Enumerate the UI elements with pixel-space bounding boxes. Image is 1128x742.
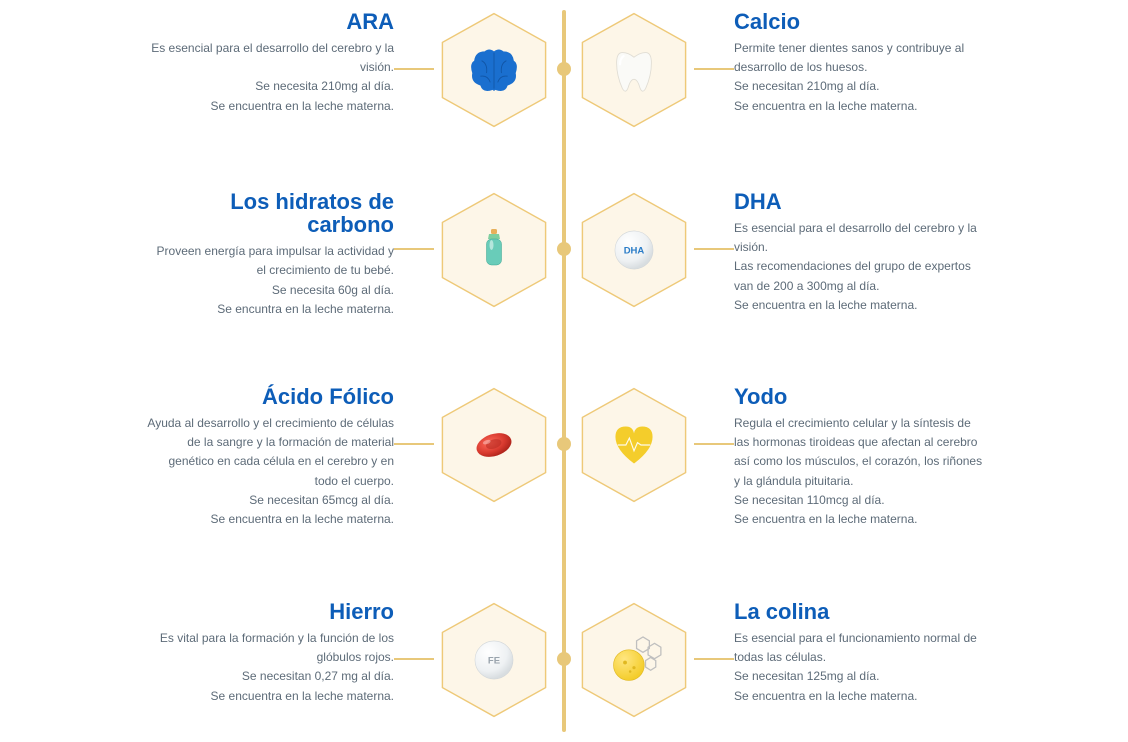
- hex-badge: DHA: [574, 190, 694, 310]
- nutrient-title: La colina: [734, 600, 984, 623]
- connector-line: [694, 68, 734, 70]
- fe-sphere-icon: FE: [459, 625, 529, 695]
- row-right: DHA DHA Es esencial para el desarrollo de…: [564, 190, 1128, 315]
- connector-line: [394, 68, 434, 70]
- nutrient-title: Los hidratos de carbono: [144, 190, 394, 236]
- blood-cell-icon: [459, 410, 529, 480]
- nutrient-desc: Es esencial para el funcionamiento norma…: [734, 629, 984, 706]
- heart-icon: [599, 410, 669, 480]
- row-right: Calcio Permite tener dientes sanos y cont…: [564, 10, 1128, 130]
- nutrient-desc: Es vital para la formación y la función …: [144, 629, 394, 706]
- row-left: Hierro Es vital para la formación y la fu…: [0, 600, 564, 720]
- molecule-icon: [599, 625, 669, 695]
- connector-line: [394, 248, 434, 250]
- nutrient-text: Hierro Es vital para la formación y la fu…: [144, 600, 394, 706]
- timeline-dot: [557, 242, 571, 256]
- nutrient-desc: Es esencial para el desarrollo del cereb…: [734, 219, 984, 315]
- connector-line: [694, 248, 734, 250]
- hex-badge: [574, 10, 694, 130]
- nutrient-desc: Permite tener dientes sanos y contribuye…: [734, 39, 984, 116]
- nutrient-text: Ácido Fólico Ayuda al desarrollo y el cre…: [144, 385, 394, 529]
- row-right: Yodo Regula el crecimiento celular y la s…: [564, 385, 1128, 529]
- nutrient-text: Los hidratos de carbono Proveen energía p…: [144, 190, 394, 319]
- row-left: ARA Es esencial para el desarrollo del ce…: [0, 10, 564, 130]
- nutrient-title: Hierro: [144, 600, 394, 623]
- nutrient-title: DHA: [734, 190, 984, 213]
- nutrient-desc: Es esencial para el desarrollo del cereb…: [144, 39, 394, 116]
- hex-badge: [434, 10, 554, 130]
- row-right: La colina Es esencial para el funcionamie…: [564, 600, 1128, 720]
- hex-badge: FE: [434, 600, 554, 720]
- nutrient-row: Ácido Fólico Ayuda al desarrollo y el cre…: [0, 385, 1128, 529]
- nutrient-title: ARA: [144, 10, 394, 33]
- hex-badge: [434, 190, 554, 310]
- connector-line: [694, 443, 734, 445]
- hex-badge: [574, 600, 694, 720]
- nutrient-text: Calcio Permite tener dientes sanos y cont…: [734, 10, 984, 116]
- brain-icon: [459, 35, 529, 105]
- connector-line: [394, 443, 434, 445]
- nutrient-desc: Ayuda al desarrollo y el crecimiento de …: [144, 414, 394, 529]
- bottle-icon: [459, 215, 529, 285]
- timeline-dot: [557, 437, 571, 451]
- connector-line: [394, 658, 434, 660]
- nutrient-title: Yodo: [734, 385, 984, 408]
- nutrient-text: DHA Es esencial para el desarrollo del ce…: [734, 190, 984, 315]
- nutrient-title: Calcio: [734, 10, 984, 33]
- timeline-dot: [557, 652, 571, 666]
- tooth-icon: [599, 35, 669, 105]
- row-left: Ácido Fólico Ayuda al desarrollo y el cre…: [0, 385, 564, 529]
- nutrient-text: Yodo Regula el crecimiento celular y la s…: [734, 385, 984, 529]
- dha-sphere-icon: DHA: [599, 215, 669, 285]
- nutrient-text: ARA Es esencial para el desarrollo del ce…: [144, 10, 394, 116]
- row-left: Los hidratos de carbono Proveen energía p…: [0, 190, 564, 319]
- svg-text:DHA: DHA: [624, 245, 645, 256]
- connector-line: [694, 658, 734, 660]
- hex-badge: [434, 385, 554, 505]
- nutrient-title: Ácido Fólico: [144, 385, 394, 408]
- timeline-dot: [557, 62, 571, 76]
- nutrient-desc: Regula el crecimiento celular y la sínte…: [734, 414, 984, 529]
- nutrient-desc: Proveen energía para impulsar la activid…: [144, 242, 394, 319]
- svg-text:FE: FE: [488, 655, 500, 666]
- hex-badge: [574, 385, 694, 505]
- nutrient-text: La colina Es esencial para el funcionamie…: [734, 600, 984, 706]
